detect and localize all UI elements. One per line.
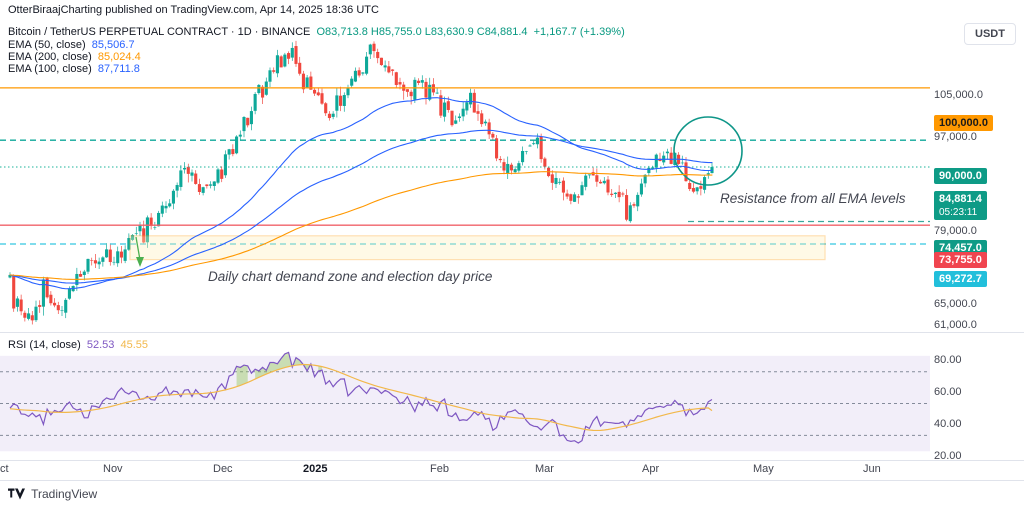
svg-text:Daily chart demand zone and el: Daily chart demand zone and election day… [208, 269, 492, 284]
svg-text:Resistance from all EMA levels: Resistance from all EMA levels [720, 191, 906, 206]
